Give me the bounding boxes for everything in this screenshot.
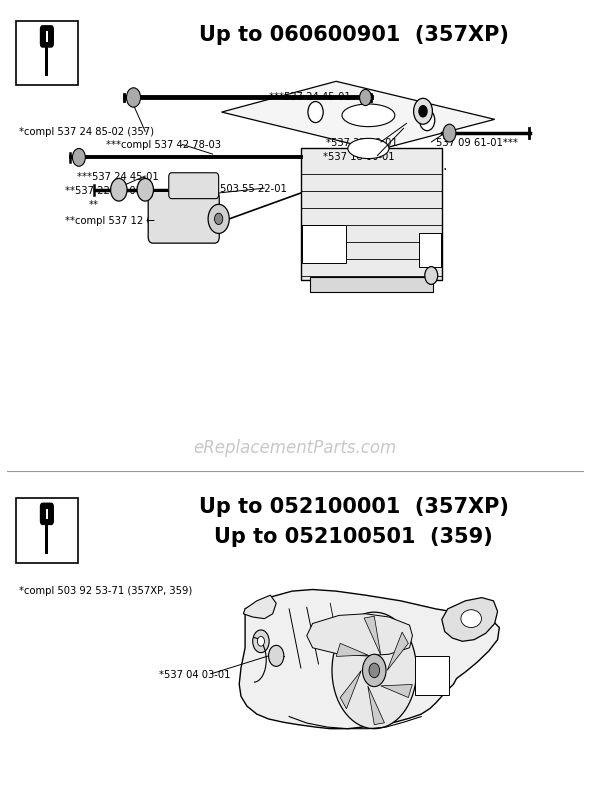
Circle shape [257, 637, 264, 646]
Text: *537 04 03-01: *537 04 03-01 [159, 669, 230, 679]
FancyBboxPatch shape [169, 174, 219, 200]
Polygon shape [368, 686, 385, 725]
Ellipse shape [461, 610, 481, 628]
Circle shape [419, 106, 427, 118]
Text: Up to 060600901  (357XP): Up to 060600901 (357XP) [199, 25, 509, 45]
Ellipse shape [342, 105, 395, 127]
Text: **compl 537 12 68-05: **compl 537 12 68-05 [65, 217, 175, 226]
Bar [45, 519, 48, 554]
Circle shape [215, 214, 223, 225]
Bar [16, 499, 78, 563]
Circle shape [425, 268, 438, 285]
Text: Up to 052100001  (357XP): Up to 052100001 (357XP) [199, 496, 509, 517]
Circle shape [73, 149, 86, 167]
Polygon shape [364, 616, 381, 655]
Text: eReplacementParts.com: eReplacementParts.com [194, 439, 396, 457]
Circle shape [268, 646, 284, 667]
Text: ***537 24 45-01: ***537 24 45-01 [77, 172, 158, 182]
Circle shape [359, 90, 371, 106]
Polygon shape [340, 671, 361, 709]
Ellipse shape [348, 139, 389, 160]
Circle shape [208, 205, 230, 234]
Circle shape [253, 630, 269, 653]
Bar [46, 32, 48, 42]
Polygon shape [222, 82, 494, 151]
Circle shape [110, 179, 127, 202]
Text: **: ** [88, 200, 99, 210]
FancyBboxPatch shape [40, 26, 54, 49]
Text: ***compl 537 42 78-03: ***compl 537 42 78-03 [106, 140, 221, 150]
Text: Up to 052100501  (359): Up to 052100501 (359) [214, 526, 493, 547]
Polygon shape [239, 590, 499, 729]
Text: ***537 24 45-01: ***537 24 45-01 [268, 92, 350, 101]
Bar [419, 234, 441, 268]
Circle shape [332, 612, 417, 729]
Polygon shape [387, 633, 408, 671]
Text: *537 32 09-01: *537 32 09-01 [326, 138, 398, 148]
Bar [45, 42, 48, 77]
Circle shape [443, 125, 456, 143]
Polygon shape [442, 598, 497, 642]
Text: *compl 503 92 53-71 (357XP, 359): *compl 503 92 53-71 (357XP, 359) [19, 586, 192, 595]
Circle shape [362, 654, 386, 687]
Polygon shape [381, 684, 412, 697]
Text: 503 55 22-01: 503 55 22-01 [220, 184, 287, 194]
FancyBboxPatch shape [40, 503, 54, 526]
Bar [310, 278, 433, 292]
FancyBboxPatch shape [148, 192, 219, 244]
Circle shape [308, 102, 323, 123]
Polygon shape [243, 595, 276, 619]
Circle shape [419, 110, 435, 131]
Circle shape [369, 663, 379, 678]
Bar [302, 225, 346, 264]
Bar [46, 509, 48, 519]
Text: .: . [442, 158, 447, 173]
Text: **537 22 29-01: **537 22 29-01 [65, 186, 142, 195]
Circle shape [126, 88, 140, 108]
Text: *compl 537 24 85-02 (357): *compl 537 24 85-02 (357) [19, 127, 154, 137]
Bar [301, 149, 442, 281]
Polygon shape [307, 614, 412, 656]
Circle shape [137, 179, 153, 202]
Text: *537 18 00-01: *537 18 00-01 [323, 152, 395, 161]
Bar [415, 656, 450, 695]
Circle shape [414, 99, 432, 125]
Bar [16, 22, 78, 86]
Polygon shape [336, 643, 368, 657]
Text: 537 09 61-01***: 537 09 61-01*** [436, 138, 518, 148]
